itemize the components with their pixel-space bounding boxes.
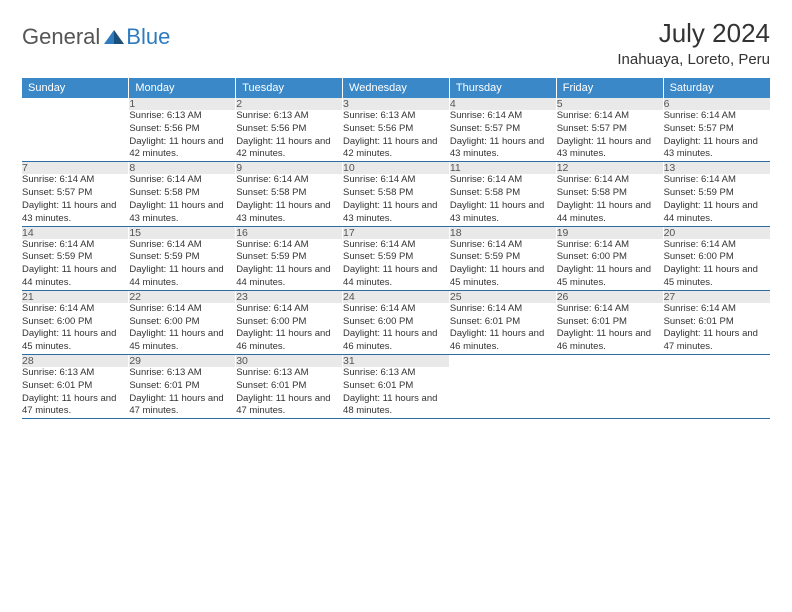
day-number-cell: 24 xyxy=(343,290,450,303)
day-detail-cell: Sunrise: 6:14 AMSunset: 6:00 PMDaylight:… xyxy=(129,303,236,355)
day-detail-cell: Sunrise: 6:14 AMSunset: 5:58 PMDaylight:… xyxy=(129,174,236,226)
day-detail-cell xyxy=(663,367,770,419)
day-number-cell xyxy=(556,355,663,368)
day-number-cell xyxy=(663,355,770,368)
day-number-cell: 17 xyxy=(343,226,450,239)
day-number-cell: 8 xyxy=(129,162,236,175)
day-detail-row: Sunrise: 6:14 AMSunset: 6:00 PMDaylight:… xyxy=(22,303,770,355)
day-number-cell: 25 xyxy=(449,290,556,303)
day-detail-cell: Sunrise: 6:13 AMSunset: 6:01 PMDaylight:… xyxy=(22,367,129,419)
day-detail-cell: Sunrise: 6:14 AMSunset: 5:59 PMDaylight:… xyxy=(129,239,236,291)
day-number-cell: 20 xyxy=(663,226,770,239)
brand-blue: Blue xyxy=(126,24,170,50)
day-detail-cell xyxy=(22,110,129,162)
day-detail-cell: Sunrise: 6:14 AMSunset: 5:59 PMDaylight:… xyxy=(663,174,770,226)
day-detail-cell: Sunrise: 6:14 AMSunset: 6:00 PMDaylight:… xyxy=(556,239,663,291)
day-number-cell: 14 xyxy=(22,226,129,239)
day-detail-row: Sunrise: 6:14 AMSunset: 5:57 PMDaylight:… xyxy=(22,174,770,226)
day-number-cell: 11 xyxy=(449,162,556,175)
day-detail-cell: Sunrise: 6:14 AMSunset: 5:57 PMDaylight:… xyxy=(22,174,129,226)
day-of-week-header: Wednesday xyxy=(343,78,450,98)
day-number-row: 123456 xyxy=(22,98,770,110)
day-number-cell: 7 xyxy=(22,162,129,175)
day-number-row: 28293031 xyxy=(22,355,770,368)
day-number-cell: 30 xyxy=(236,355,343,368)
day-number-cell: 1 xyxy=(129,98,236,110)
day-detail-cell: Sunrise: 6:14 AMSunset: 5:59 PMDaylight:… xyxy=(449,239,556,291)
day-number-cell: 15 xyxy=(129,226,236,239)
title-block: July 2024 Inahuaya, Loreto, Peru xyxy=(617,18,770,68)
day-detail-cell xyxy=(449,367,556,419)
day-detail-cell: Sunrise: 6:13 AMSunset: 6:01 PMDaylight:… xyxy=(129,367,236,419)
day-detail-cell: Sunrise: 6:13 AMSunset: 5:56 PMDaylight:… xyxy=(129,110,236,162)
day-number-cell: 22 xyxy=(129,290,236,303)
day-detail-cell: Sunrise: 6:14 AMSunset: 5:57 PMDaylight:… xyxy=(556,110,663,162)
calendar-head: SundayMondayTuesdayWednesdayThursdayFrid… xyxy=(22,78,770,98)
day-number-cell: 18 xyxy=(449,226,556,239)
day-detail-cell: Sunrise: 6:14 AMSunset: 6:00 PMDaylight:… xyxy=(22,303,129,355)
day-number-cell: 6 xyxy=(663,98,770,110)
day-number-cell: 5 xyxy=(556,98,663,110)
day-detail-cell: Sunrise: 6:13 AMSunset: 5:56 PMDaylight:… xyxy=(343,110,450,162)
day-detail-cell: Sunrise: 6:14 AMSunset: 6:00 PMDaylight:… xyxy=(236,303,343,355)
day-number-row: 21222324252627 xyxy=(22,290,770,303)
day-of-week-header: Sunday xyxy=(22,78,129,98)
day-detail-cell: Sunrise: 6:14 AMSunset: 5:58 PMDaylight:… xyxy=(449,174,556,226)
day-detail-cell: Sunrise: 6:14 AMSunset: 5:59 PMDaylight:… xyxy=(343,239,450,291)
day-detail-cell xyxy=(556,367,663,419)
day-number-cell: 12 xyxy=(556,162,663,175)
day-detail-cell: Sunrise: 6:14 AMSunset: 6:01 PMDaylight:… xyxy=(556,303,663,355)
page-title: July 2024 xyxy=(617,18,770,49)
day-of-week-header: Tuesday xyxy=(236,78,343,98)
day-of-week-header: Saturday xyxy=(663,78,770,98)
day-detail-cell: Sunrise: 6:14 AMSunset: 5:57 PMDaylight:… xyxy=(663,110,770,162)
day-number-cell: 16 xyxy=(236,226,343,239)
day-number-cell: 31 xyxy=(343,355,450,368)
day-detail-cell: Sunrise: 6:14 AMSunset: 5:58 PMDaylight:… xyxy=(236,174,343,226)
day-of-week-header: Monday xyxy=(129,78,236,98)
day-number-cell: 21 xyxy=(22,290,129,303)
brand-general: General xyxy=(22,24,100,50)
header: General Blue July 2024 Inahuaya, Loreto,… xyxy=(22,18,770,68)
location: Inahuaya, Loreto, Peru xyxy=(617,51,770,68)
day-detail-cell: Sunrise: 6:13 AMSunset: 6:01 PMDaylight:… xyxy=(236,367,343,419)
day-number-cell: 13 xyxy=(663,162,770,175)
day-number-cell: 3 xyxy=(343,98,450,110)
brand-logo: General Blue xyxy=(22,18,170,50)
day-number-cell: 28 xyxy=(22,355,129,368)
day-number-cell: 2 xyxy=(236,98,343,110)
day-of-week-header: Thursday xyxy=(449,78,556,98)
calendar-body: 123456 Sunrise: 6:13 AMSunset: 5:56 PMDa… xyxy=(22,98,770,419)
day-detail-cell: Sunrise: 6:14 AMSunset: 5:58 PMDaylight:… xyxy=(343,174,450,226)
day-number-cell: 23 xyxy=(236,290,343,303)
day-number-cell: 27 xyxy=(663,290,770,303)
day-number-cell xyxy=(22,98,129,110)
day-detail-cell: Sunrise: 6:14 AMSunset: 6:00 PMDaylight:… xyxy=(343,303,450,355)
day-detail-cell: Sunrise: 6:14 AMSunset: 6:01 PMDaylight:… xyxy=(449,303,556,355)
day-detail-cell: Sunrise: 6:14 AMSunset: 5:59 PMDaylight:… xyxy=(236,239,343,291)
day-detail-row: Sunrise: 6:14 AMSunset: 5:59 PMDaylight:… xyxy=(22,239,770,291)
calendar-table: SundayMondayTuesdayWednesdayThursdayFrid… xyxy=(22,78,770,419)
day-number-row: 14151617181920 xyxy=(22,226,770,239)
day-detail-cell: Sunrise: 6:14 AMSunset: 5:59 PMDaylight:… xyxy=(22,239,129,291)
day-detail-cell: Sunrise: 6:14 AMSunset: 5:57 PMDaylight:… xyxy=(449,110,556,162)
day-detail-cell: Sunrise: 6:14 AMSunset: 6:00 PMDaylight:… xyxy=(663,239,770,291)
day-number-cell: 4 xyxy=(449,98,556,110)
day-detail-cell: Sunrise: 6:13 AMSunset: 5:56 PMDaylight:… xyxy=(236,110,343,162)
day-of-week-header: Friday xyxy=(556,78,663,98)
brand-mark-icon xyxy=(104,28,124,46)
day-number-cell xyxy=(449,355,556,368)
day-number-cell: 26 xyxy=(556,290,663,303)
day-detail-cell: Sunrise: 6:14 AMSunset: 5:58 PMDaylight:… xyxy=(556,174,663,226)
day-number-cell: 9 xyxy=(236,162,343,175)
day-number-row: 78910111213 xyxy=(22,162,770,175)
day-detail-row: Sunrise: 6:13 AMSunset: 5:56 PMDaylight:… xyxy=(22,110,770,162)
day-number-cell: 29 xyxy=(129,355,236,368)
day-number-cell: 19 xyxy=(556,226,663,239)
day-detail-cell: Sunrise: 6:14 AMSunset: 6:01 PMDaylight:… xyxy=(663,303,770,355)
day-number-cell: 10 xyxy=(343,162,450,175)
day-detail-cell: Sunrise: 6:13 AMSunset: 6:01 PMDaylight:… xyxy=(343,367,450,419)
day-detail-row: Sunrise: 6:13 AMSunset: 6:01 PMDaylight:… xyxy=(22,367,770,419)
